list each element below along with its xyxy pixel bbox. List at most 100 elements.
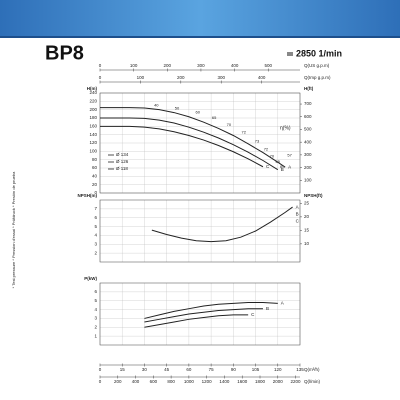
curve-label: A: [281, 301, 284, 306]
axis-tick-label: 105: [252, 367, 260, 372]
efficiency-title: η(%): [280, 125, 291, 131]
axis-tick-label: 0: [99, 367, 102, 372]
efficiency-label: 40: [154, 103, 159, 108]
y-tick-label: 20: [92, 182, 98, 187]
axis-tick-label: 200: [114, 379, 122, 384]
axis-tick-label: 1000: [184, 379, 195, 384]
header-band: [0, 0, 400, 36]
plot-frame: [99, 282, 301, 346]
axis-title: Q(l/min): [304, 379, 320, 384]
y-tick-label: 40: [92, 174, 98, 179]
speed-icon: [287, 52, 293, 56]
y2-tick-label: 600: [304, 114, 312, 119]
y-tick-label: 160: [89, 124, 97, 129]
y-tick-label: 200: [89, 107, 97, 112]
y-tick-label: 3: [94, 316, 97, 321]
y-axis-title: NPSH(m): [77, 193, 97, 198]
legend-label: Ø 134: [116, 152, 129, 157]
axis-tick-label: 2000: [273, 379, 284, 384]
y-tick-label: 180: [89, 115, 97, 120]
efficiency-label: 72: [241, 130, 246, 135]
y-tick-label: 6: [94, 289, 97, 294]
y-tick-label: 4: [94, 307, 97, 312]
axis-tick-label: 400: [231, 63, 239, 68]
axis-tick-label: 300: [217, 75, 225, 80]
axis-tick-label: 15: [120, 367, 126, 372]
efficiency-label: 50: [175, 105, 180, 110]
efficiency-label: 60: [280, 164, 285, 169]
axis-tick-label: 600: [150, 379, 158, 384]
y-axis-title: H(m): [87, 86, 98, 91]
axis-tick-label: 200: [164, 63, 172, 68]
axis-tick-label: 1200: [202, 379, 213, 384]
y2-tick-label: 10: [304, 241, 310, 246]
y-tick-label: 240: [89, 90, 97, 95]
axis-tick-label: 100: [137, 75, 145, 80]
y2-tick-label: 200: [304, 165, 312, 170]
axis-title: Q(Imp g.p.m): [304, 75, 331, 80]
y2-tick-label: 400: [304, 139, 312, 144]
y-tick-label: 5: [94, 224, 97, 229]
axis-tick-label: 400: [132, 379, 140, 384]
y-tick-label: 2: [94, 250, 97, 255]
curve-label: C: [266, 164, 270, 169]
axis-tick-label: 135: [296, 367, 304, 372]
curve: [100, 117, 279, 171]
y2-tick-label: 20: [304, 214, 310, 219]
efficiency-label: 65: [212, 115, 217, 120]
y-tick-label: 60: [92, 165, 98, 170]
axis-tick-label: 120: [274, 367, 282, 372]
axis-tick-label: 500: [264, 63, 272, 68]
y2-axis-title: NPSH(ft): [304, 193, 323, 198]
y2-tick-label: 500: [304, 127, 312, 132]
curve: [144, 308, 263, 323]
axis-tick-label: 75: [209, 367, 215, 372]
axis-tick-label: 0: [99, 379, 102, 384]
curve: [151, 206, 293, 243]
efficiency-label: 70: [270, 153, 275, 158]
y-tick-label: 80: [92, 157, 98, 162]
curve-label: B: [296, 211, 299, 216]
y-tick-label: 0: [94, 190, 97, 195]
efficiency-label: 60: [196, 110, 201, 115]
axis-tick-label: 60: [186, 367, 192, 372]
axis-tick-label: 2200: [291, 379, 302, 384]
axis-tick-label: 100: [130, 63, 138, 68]
efficiency-label: 72: [264, 147, 269, 152]
axis-tick-label: 400: [258, 75, 266, 80]
axis-tick-label: 1800: [255, 379, 266, 384]
curve-label: B: [281, 167, 284, 172]
y2-axis-title: H(ft): [304, 86, 314, 91]
axis-title: Q(US g.p.m): [304, 63, 330, 68]
side-note: * Test pressure * Pression d'essai * Prü…: [11, 171, 16, 289]
y-tick-label: 5: [94, 298, 97, 303]
plot-frame: [99, 92, 301, 194]
curve: [144, 301, 278, 319]
axis-title: Q(m³/h): [304, 367, 320, 372]
header-rule: [0, 36, 400, 38]
y-axis-title: P(kW): [84, 276, 97, 281]
axis-tick-label: 45: [164, 367, 170, 372]
y2-tick-label: 25: [304, 201, 310, 206]
legend-label: Ø 126: [116, 159, 129, 164]
y-tick-label: 120: [89, 140, 97, 145]
y-tick-label: 1: [94, 333, 97, 338]
curve-label: C: [296, 218, 300, 223]
curve: [144, 314, 249, 328]
axis-tick-label: 90: [231, 367, 237, 372]
axis-tick-label: 1400: [219, 379, 230, 384]
efficiency-label: 57: [287, 153, 292, 158]
curve-label: A: [288, 164, 291, 169]
y2-tick-label: 15: [304, 228, 310, 233]
axis-tick-label: 0: [99, 63, 102, 68]
axis-tick-label: 800: [167, 379, 175, 384]
axis-tick-label: 300: [197, 63, 205, 68]
y-tick-label: 6: [94, 215, 97, 220]
efficiency-label: 73: [255, 138, 260, 143]
y-tick-label: 7: [94, 206, 97, 211]
y2-tick-label: 300: [304, 152, 312, 157]
curve: [100, 125, 264, 168]
y-tick-label: 3: [94, 241, 97, 246]
y-tick-label: 2: [94, 324, 97, 329]
